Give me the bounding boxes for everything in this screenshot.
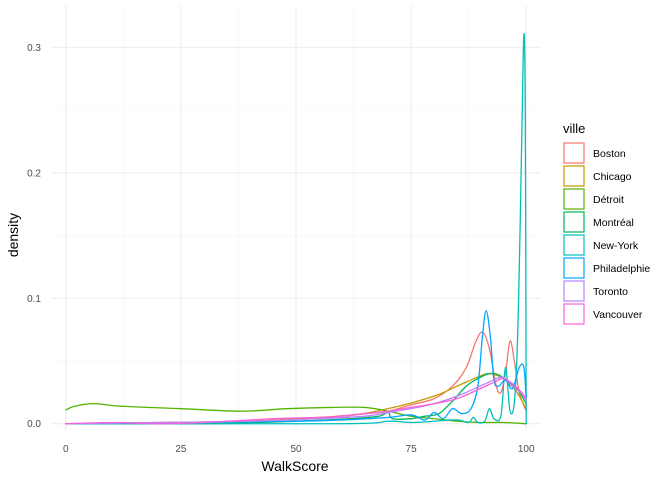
legend: ville Boston Chicago Détroit Montréal New-Yo… (563, 121, 650, 325)
legend-key-montreal (563, 211, 585, 233)
legend-key-philadelphie (563, 257, 585, 279)
legend-label-toronto: Toronto (593, 286, 628, 298)
legend-label-philadelphie: Philadelphie (593, 263, 650, 275)
legend-key-new-york (563, 234, 585, 256)
legend-label-montreal: Montréal (593, 217, 634, 229)
y-axis-title: density (5, 213, 21, 257)
legend-key-detroit (563, 188, 585, 210)
x-tick-label: 0 (63, 444, 69, 455)
x-tick-label: 75 (406, 444, 418, 455)
y-tick-label: 0.3 (27, 43, 41, 54)
x-tick-label: 25 (175, 444, 187, 455)
legend-key-boston (563, 142, 585, 164)
legend-label-chicago: Chicago (593, 171, 632, 183)
x-tick-label: 100 (518, 444, 535, 455)
legend-label-vancouver: Vancouver (593, 309, 643, 321)
y-tick-label: 0.1 (27, 294, 41, 305)
legend-label-boston: Boston (593, 148, 626, 160)
x-tick-label: 50 (290, 444, 302, 455)
legend-key-toronto (563, 280, 585, 302)
legend-items: Boston Chicago Détroit Montréal New-York Phil… (563, 142, 650, 325)
y-axis-ticks: 0.0 0.1 0.2 0.3 (27, 43, 41, 430)
density-lines (65, 33, 527, 425)
series-line-new-york (65, 33, 527, 425)
x-axis-ticks: 0 25 50 75 100 (63, 444, 535, 455)
legend-label-new-york: New-York (593, 240, 639, 252)
series-line-vancouver (65, 377, 527, 425)
legend-key-vancouver (563, 303, 585, 325)
y-tick-label: 0.0 (27, 419, 41, 430)
legend-label-detroit: Détroit (593, 194, 624, 206)
legend-key-chicago (563, 165, 585, 187)
y-tick-label: 0.2 (27, 168, 41, 179)
legend-title: ville (563, 121, 585, 136)
x-axis-title: WalkScore (261, 458, 328, 474)
